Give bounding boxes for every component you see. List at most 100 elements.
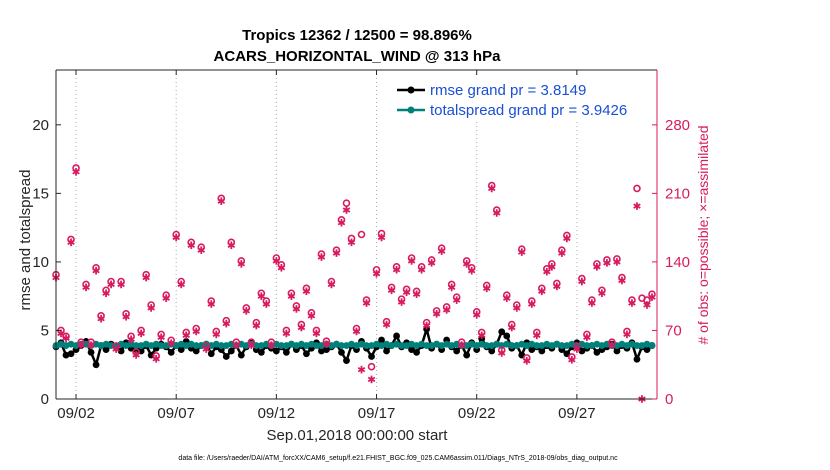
obs-assimilated-marker [237, 260, 246, 268]
obs-assimilated-marker [132, 351, 140, 359]
obs-assimilated-marker [182, 331, 190, 340]
obs-assimilated-marker [402, 288, 411, 297]
obs-assimilated-marker [332, 249, 341, 257]
series-point-rmse [87, 348, 95, 356]
obs-assimilated-marker [227, 241, 236, 250]
series-point-rmse [453, 347, 461, 355]
obs-assimilated-marker [112, 345, 120, 353]
obs-assimilated-marker [538, 287, 546, 296]
obs-assimilated-marker [292, 305, 301, 313]
legend-box [393, 78, 655, 120]
series-point-totalspread [648, 342, 656, 349]
obs-assimilated-marker [152, 355, 160, 363]
legend-marker-rmse [407, 86, 415, 94]
obs-assimilated-marker [307, 311, 316, 320]
y-tick-label: 10 [32, 254, 49, 271]
series-point-rmse [528, 346, 536, 354]
y-tick-label: 5 [41, 322, 49, 339]
obs-assimilated-marker [457, 341, 466, 349]
series-point-rmse [488, 347, 496, 355]
series-point-rmse [227, 347, 235, 355]
obs-assimilated-marker [312, 329, 321, 338]
obs-assimilated-marker [202, 345, 211, 353]
obs-assimilated-marker [67, 238, 75, 247]
obs-possible-marker [367, 362, 376, 371]
obs-assimilated-marker [117, 280, 125, 289]
obs-assimilated-marker [247, 341, 256, 349]
obs-assimilated-marker [127, 335, 135, 344]
series-point-rmse [368, 353, 375, 360]
obs-assimilated-marker [177, 280, 185, 289]
obs-assimilated-marker [482, 284, 491, 293]
series-point-rmse [498, 328, 506, 336]
obs-assimilated-marker [518, 248, 526, 256]
obs-assimilated-marker [187, 241, 195, 250]
obs-assimilated-marker [352, 327, 361, 336]
obs-assimilated-marker [422, 321, 431, 330]
obs-possible-marker [342, 199, 351, 207]
obs-assimilated-marker [102, 289, 110, 298]
series-point-totalspread [217, 342, 225, 349]
x-tick-label: 09/27 [558, 405, 596, 422]
obs-assimilated-marker [317, 253, 326, 261]
obs-assimilated-marker [122, 312, 130, 321]
obs-assimilated-marker [573, 345, 581, 353]
obs-assimilated-marker [613, 258, 621, 266]
series-point-totalspread [277, 342, 285, 349]
obs-assimilated-marker [157, 333, 165, 342]
axes-layer: 09/02 09/07 09/12 09/17 09/22 09/27 0 5 10 15 20 0 7… [32, 69, 690, 422]
obs-assimilated-marker [302, 287, 311, 296]
obs-assimilated-marker [633, 202, 641, 210]
series-point-rmse [272, 347, 280, 355]
obs-assimilated-marker [648, 293, 656, 301]
obs-assimilated-marker [222, 319, 231, 328]
obs-assimilated-marker [492, 209, 501, 217]
obs-assimilated-marker [593, 263, 601, 271]
obs-assimilated-marker [252, 321, 261, 330]
obs-assimilated-marker [87, 341, 95, 349]
obs-assimilated-marker [322, 340, 331, 348]
y-right-axis-label: # of obs: o=possible; ×=assimilated [695, 125, 711, 344]
obs-assimilated-marker [232, 341, 241, 349]
series-point-totalspread [508, 342, 516, 349]
series-point-totalspread [533, 342, 541, 349]
x-tick-label: 09/07 [157, 405, 195, 422]
series-point-rmse [67, 350, 75, 358]
chart-title-line1: Tropics 12362 / 12500 = 98.896% [242, 27, 472, 44]
obs-assimilated-marker [82, 283, 90, 292]
obs-assimilated-marker [533, 331, 541, 340]
obs-assimilated-marker [588, 299, 596, 307]
obs-assimilated-marker [147, 304, 155, 312]
obs-assimilated-marker [407, 257, 416, 265]
series-point-rmse [177, 346, 185, 354]
obs-assimilated-marker [267, 341, 276, 349]
obs-assimilated-marker [628, 299, 636, 307]
obs-assimilated-marker [618, 276, 626, 285]
series-point-rmse [383, 347, 390, 355]
obs-assimilated-marker [207, 300, 216, 308]
series-point-totalspread [132, 342, 140, 349]
obs-assimilated-marker [513, 304, 521, 312]
obs-assimilated-marker [372, 269, 381, 278]
series-point-totalspread [398, 342, 405, 349]
obs-assimilated-marker [347, 238, 356, 247]
obs-assimilated-marker [167, 339, 175, 347]
series-point-rmse [92, 361, 100, 369]
obs-assimilated-marker [107, 280, 115, 289]
legend-marker-totalspread [407, 106, 415, 114]
x-tick-label: 09/22 [458, 405, 496, 422]
series-point-totalspread [558, 342, 566, 349]
obs-assimilated-marker [477, 331, 486, 340]
obs-assimilated-marker [162, 294, 170, 302]
obs-assimilated-marker [487, 184, 496, 193]
series-point-rmse [633, 355, 641, 363]
obs-assimilated-marker [412, 290, 421, 299]
obs-assimilated-marker [197, 246, 205, 254]
series-point-rmse [613, 347, 621, 355]
obs-possible-marker [357, 230, 366, 239]
obs-assimilated-marker [502, 294, 511, 302]
obs-assimilated-marker [282, 329, 291, 338]
obs-assimilated-marker [397, 298, 406, 306]
series-point-rmse [643, 346, 651, 354]
obs-assimilated-marker [77, 341, 85, 349]
